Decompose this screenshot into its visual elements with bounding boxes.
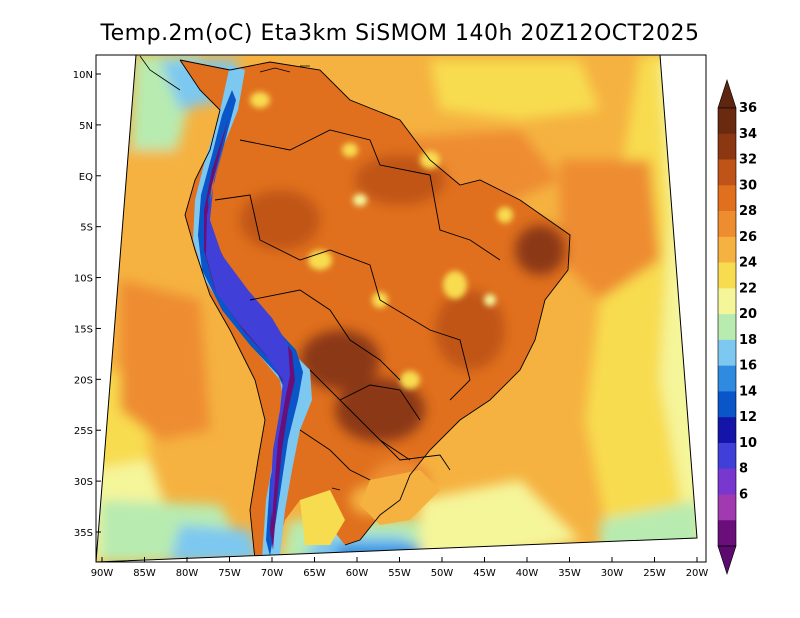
lon-tick-label: 90W [91, 568, 114, 579]
colorbar-segment [718, 442, 736, 470]
lon-tick-label: 30W [601, 568, 624, 579]
lat-tick-label: 5N [79, 121, 93, 132]
lat-tick-label: 35S [74, 528, 93, 539]
lat-tick-label: 15S [74, 324, 93, 335]
colorbar-segment [718, 262, 736, 289]
lon-tick-label: 80W [176, 568, 199, 579]
colorbar: 6 8 10 12 14 16 18 20 22 24 26 28 30 32 34 36 [717, 79, 757, 575]
colorbar-label: 30 [739, 178, 757, 193]
colorbar-over-triangle [717, 79, 737, 109]
colorbar-label: 24 [739, 256, 757, 271]
map-frame [95, 54, 707, 563]
colorbar-label: 8 [739, 462, 748, 477]
colorbar-segment [718, 365, 736, 392]
lon-tick-label: 75W [218, 568, 241, 579]
lon-tick-label: 55W [388, 568, 411, 579]
colorbar-segment [718, 133, 736, 160]
lat-tick-label: 30S [74, 477, 93, 488]
colorbar-frame [717, 107, 737, 547]
colorbar-segment [718, 391, 736, 418]
colorbar-label: 12 [739, 410, 757, 425]
colorbar-segment [718, 211, 736, 238]
colorbar-label: 16 [739, 359, 757, 374]
colorbar-label: 32 [739, 153, 757, 168]
colorbar-under-triangle [717, 545, 737, 575]
lat-tick-label: 25S [74, 426, 93, 437]
country-borders [179, 59, 571, 561]
map-domain [96, 55, 697, 562]
lon-tick-label: 20W [686, 568, 709, 579]
colorbar-label: 28 [739, 204, 757, 219]
land-temperature-field [180, 60, 570, 560]
lat-tick-label: 10S [74, 274, 93, 285]
colorbar-segment [718, 108, 736, 135]
map-title: Temp.2m(oC) Eta3km SiSMOM 140h 20Z12OCT2… [99, 21, 699, 46]
colorbar-segment [718, 288, 736, 315]
lon-tick-label: 70W [261, 568, 284, 579]
colorbar-segment [718, 468, 736, 495]
colorbar-segment [718, 314, 736, 341]
colorbar-segment [718, 494, 736, 521]
colorbar-segment [718, 236, 736, 263]
lon-tick-label: 50W [431, 568, 454, 579]
colorbar-label: 26 [739, 230, 757, 245]
lat-tick-label: EQ [79, 172, 93, 183]
colorbar-segment [718, 520, 736, 547]
colorbar-label: 20 [739, 307, 757, 322]
colorbar-label: 14 [739, 384, 757, 399]
map-axes: 90W 85W 80W 75W 70W 65W 60W 55W 50W 45W 40W 35W 30W 2… [73, 70, 709, 579]
lon-tick-label: 40W [516, 568, 539, 579]
lat-tick-label: 10N [73, 70, 93, 81]
lon-tick-label: 35W [558, 568, 581, 579]
colorbar-label: 6 [739, 487, 748, 502]
lat-tick-label: 20S [74, 375, 93, 386]
colorbar-label: 34 [739, 127, 757, 142]
lon-tick-label: 85W [133, 568, 156, 579]
colorbar-segment [718, 417, 736, 444]
colorbar-label: 22 [739, 281, 757, 296]
colorbar-segment [718, 339, 736, 366]
lon-tick-label: 25W [643, 568, 666, 579]
colorbar-label: 18 [739, 333, 757, 348]
colorbar-segment [718, 185, 736, 212]
colorbar-label: 10 [739, 436, 757, 451]
lat-tick-label: 5S [80, 223, 93, 234]
lon-tick-label: 45W [473, 568, 496, 579]
colorbar-label: 36 [739, 101, 757, 116]
lon-tick-label: 60W [346, 568, 369, 579]
lon-tick-label: 65W [303, 568, 326, 579]
colorbar-segment [718, 159, 736, 186]
